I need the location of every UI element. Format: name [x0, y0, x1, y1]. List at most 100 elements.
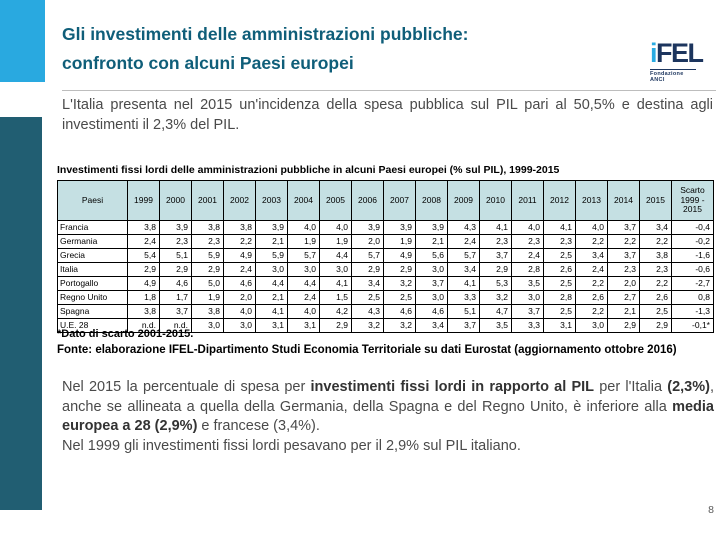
- value-cell: 2,5: [543, 248, 576, 263]
- value-cell: 3,0: [575, 318, 608, 333]
- value-cell: 3,8: [191, 304, 224, 319]
- value-cell: 2,5: [543, 276, 576, 291]
- value-cell: 2,6: [639, 290, 672, 305]
- value-cell: 4,1: [319, 276, 352, 291]
- ifel-logo-text: iFEL: [650, 40, 712, 67]
- value-cell: 5,7: [351, 248, 384, 263]
- value-cell: 2,9: [159, 262, 192, 277]
- table-header-row: Paesi 1999 2000 2001 2002 2003 2004 2005 2006 200…: [57, 180, 714, 221]
- value-cell: 4,0: [319, 220, 352, 235]
- value-cell: 3,4: [415, 318, 448, 333]
- value-cell: 4,9: [223, 248, 256, 263]
- value-cell: 3,8: [127, 304, 160, 319]
- column-header: 2015: [639, 180, 672, 221]
- value-cell: 3,0: [255, 262, 288, 277]
- column-header: 2012: [543, 180, 576, 221]
- value-cell: 3,4: [575, 248, 608, 263]
- value-cell: 3,9: [351, 220, 384, 235]
- value-cell: 2,9: [607, 318, 640, 333]
- value-cell: -2,7: [671, 276, 714, 291]
- value-cell: -0,2: [671, 234, 714, 249]
- ifel-logo-subtitle: Fondazione ANCI: [650, 69, 696, 83]
- header-divider: [62, 90, 716, 91]
- value-cell: 4,0: [575, 220, 608, 235]
- value-cell: 1,5: [319, 290, 352, 305]
- column-header: 2010: [479, 180, 512, 221]
- column-header: 2007: [383, 180, 416, 221]
- column-header: 2005: [319, 180, 352, 221]
- value-cell: 1,8: [127, 290, 160, 305]
- value-cell: 2,9: [191, 262, 224, 277]
- value-cell: 3,0: [319, 262, 352, 277]
- ifel-logo: iFEL Fondazione ANCI: [650, 40, 712, 83]
- value-cell: 2,9: [351, 262, 384, 277]
- value-cell: 2,2: [223, 234, 256, 249]
- value-cell: 4,6: [223, 276, 256, 291]
- value-cell: 3,2: [479, 290, 512, 305]
- column-header: 2000: [159, 180, 192, 221]
- value-cell: 2,2: [575, 304, 608, 319]
- value-cell: 4,9: [127, 276, 160, 291]
- column-header: 2006: [351, 180, 384, 221]
- value-cell: 2,3: [607, 262, 640, 277]
- value-cell: 3,1: [287, 318, 320, 333]
- value-cell: 5,1: [447, 304, 480, 319]
- value-cell: 5,7: [287, 248, 320, 263]
- value-cell: 2,4: [447, 234, 480, 249]
- value-cell: 4,4: [287, 276, 320, 291]
- value-cell: -1,6: [671, 248, 714, 263]
- value-cell: 1,9: [319, 234, 352, 249]
- value-cell: 1,7: [159, 290, 192, 305]
- body-paragraph: Nel 2015 la percentuale di spesa per inv…: [62, 378, 714, 437]
- value-cell: 2,1: [607, 304, 640, 319]
- value-cell: 3,4: [639, 220, 672, 235]
- text-segment: , anche se allineata a quella della Germ…: [62, 379, 714, 415]
- value-cell: 5,9: [191, 248, 224, 263]
- value-cell: 3,0: [415, 262, 448, 277]
- value-cell: 2,8: [543, 290, 576, 305]
- value-cell: 4,6: [159, 276, 192, 291]
- value-cell: 3,9: [255, 220, 288, 235]
- value-cell: 2,9: [479, 262, 512, 277]
- text-segment: investimenti fissi lordi in rapporto al …: [310, 379, 595, 395]
- value-cell: 5,1: [159, 248, 192, 263]
- value-cell: 4,7: [479, 304, 512, 319]
- value-cell: -0,1*: [671, 318, 714, 333]
- table-row: Italia 2,9 2,9 2,9 2,4 3,0 3,0 3,0 2,9 2,9 3,0 3,4 2…: [57, 262, 714, 277]
- country-cell: Germania: [57, 234, 128, 249]
- value-cell: 2,5: [351, 290, 384, 305]
- value-cell: 2,4: [511, 248, 544, 263]
- value-cell: n.d.: [159, 318, 192, 333]
- column-header: 2008: [415, 180, 448, 221]
- value-cell: 1,9: [383, 234, 416, 249]
- value-cell: 3,1: [255, 318, 288, 333]
- value-cell: 4,4: [319, 248, 352, 263]
- value-cell: 2,0: [607, 276, 640, 291]
- body-paragraph-2: Nel 1999 gli investimenti fissi lordi pe…: [62, 437, 521, 454]
- value-cell: 2,2: [639, 276, 672, 291]
- page-title-line2: confronto con alcuni Paesi europei: [62, 52, 354, 73]
- value-cell: 5,7: [447, 248, 480, 263]
- table-title: Investimenti fissi lordi delle amministr…: [57, 164, 560, 176]
- country-cell: Francia: [57, 220, 128, 235]
- value-cell: 3,0: [287, 262, 320, 277]
- value-cell: 5,9: [255, 248, 288, 263]
- body-text: Nel 2015 la percentuale di spesa per inv…: [62, 378, 714, 456]
- value-cell: 4,1: [479, 220, 512, 235]
- value-cell: 4,9: [383, 248, 416, 263]
- country-cell: Regno Unito: [57, 290, 128, 305]
- column-header: 2001: [191, 180, 224, 221]
- value-cell: 4,4: [255, 276, 288, 291]
- value-cell: 2,9: [127, 262, 160, 277]
- value-cell: 4,6: [415, 304, 448, 319]
- country-cell: Portogallo: [57, 276, 128, 291]
- value-cell: 2,4: [287, 290, 320, 305]
- value-cell: 2,2: [575, 234, 608, 249]
- value-cell: 4,0: [511, 220, 544, 235]
- value-cell: 2,4: [223, 262, 256, 277]
- value-cell: 3,5: [479, 318, 512, 333]
- value-cell: 3,7: [479, 248, 512, 263]
- value-cell: -0,4: [671, 220, 714, 235]
- text-segment: (2,3%): [667, 379, 710, 395]
- value-cell: 1,9: [287, 234, 320, 249]
